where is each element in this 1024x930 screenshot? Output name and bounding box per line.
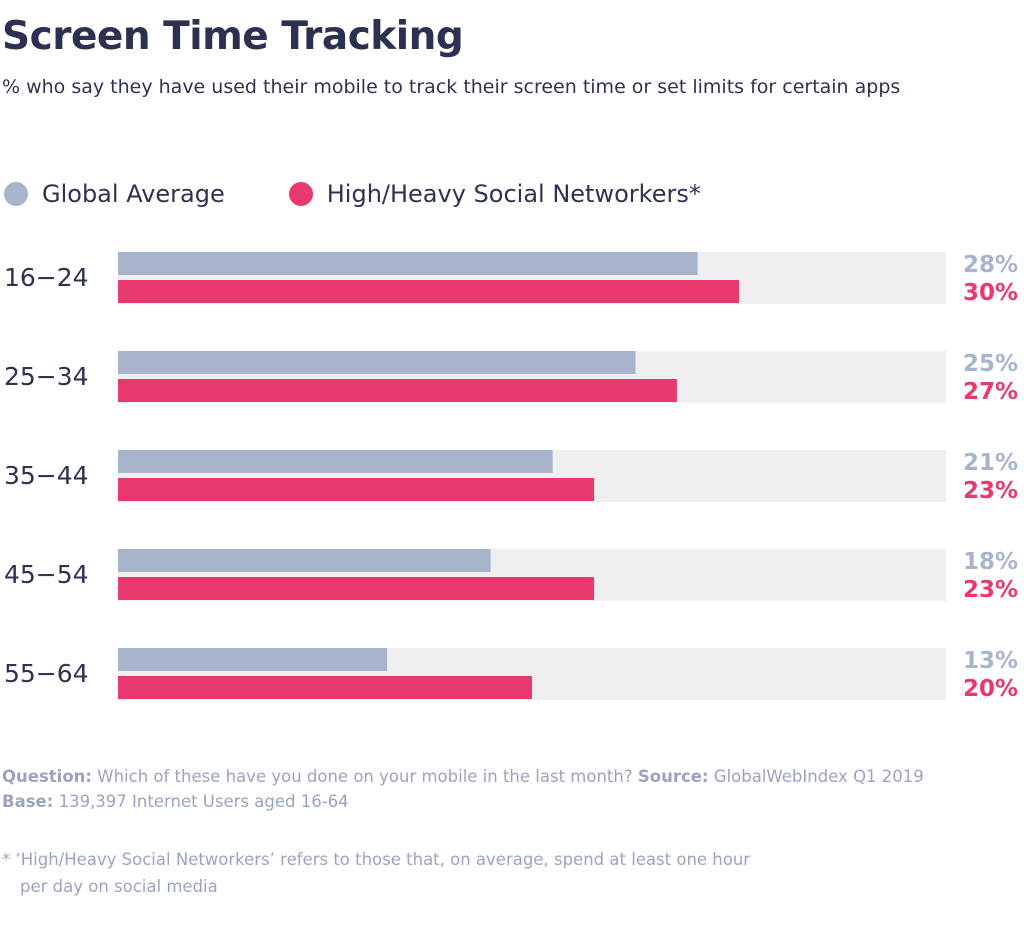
bar (118, 252, 698, 275)
value-label: 23% (963, 478, 1018, 504)
bar (118, 351, 636, 374)
value-label: 25% (963, 351, 1018, 377)
value-label: 21% (963, 450, 1018, 476)
chart-subtitle: % who say they have used their mobile to… (2, 76, 901, 98)
value-label: 23% (963, 577, 1018, 603)
footnote-line-2: per day on social media (20, 877, 218, 896)
category-label: 16−24 (4, 263, 89, 292)
bar (118, 450, 553, 473)
legend-swatch-heavy-social (288, 182, 313, 206)
legend-label-heavy-social: High/Heavy Social Networkers* (326, 180, 701, 208)
bar (118, 577, 595, 600)
category-label: 45−54 (4, 560, 89, 589)
footer: Question: Which of these have you done o… (2, 764, 924, 814)
question-text: Which of these have you done on your mob… (92, 767, 638, 786)
footer-base-line: Base: 139,397 Internet Users aged 16-64 (2, 789, 924, 814)
source-label: Source: (637, 767, 709, 786)
value-label: 28% (963, 252, 1018, 278)
value-label: 30% (963, 280, 1018, 306)
legend-label-global-average: Global Average (42, 180, 225, 208)
legend-item-heavy-social: High/Heavy Social Networkers* (288, 180, 701, 208)
bar (118, 648, 388, 671)
value-label: 20% (963, 676, 1018, 702)
value-label: 27% (963, 379, 1018, 405)
value-label: 13% (963, 648, 1018, 674)
value-label: 18% (963, 549, 1018, 575)
legend: Global Average High/Heavy Social Network… (4, 176, 765, 212)
question-label: Question: (2, 767, 93, 786)
chart-title: Screen Time Tracking (2, 14, 464, 59)
category-label: 35−44 (4, 461, 89, 490)
bar (118, 478, 595, 501)
bar (118, 280, 739, 303)
bar (118, 549, 491, 572)
base-text: 139,397 Internet Users aged 16-64 (53, 792, 349, 811)
footer-question-line: Question: Which of these have you done o… (2, 764, 924, 789)
category-label: 55−64 (4, 659, 89, 688)
category-label: 25−34 (4, 362, 89, 391)
legend-item-global-average: Global Average (4, 180, 225, 208)
bar (118, 379, 677, 402)
footnote: * ‘High/Heavy Social Networkers’ refers … (2, 846, 750, 900)
base-label: Base: (2, 792, 54, 811)
bar (118, 676, 532, 699)
footnote-line-1: * ‘High/Heavy Social Networkers’ refers … (2, 850, 751, 869)
source-text: GlobalWebIndex Q1 2019 (708, 767, 924, 786)
legend-swatch-global-average (4, 182, 28, 206)
